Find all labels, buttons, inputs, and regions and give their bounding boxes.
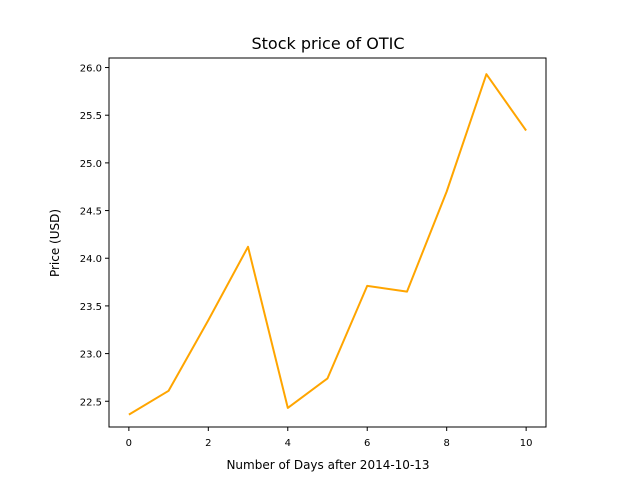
x-tick-label: 6 [364,438,370,449]
y-tick-label: 22.5 [80,397,102,408]
plot-area [128,73,527,416]
y-tick-label: 25.0 [80,159,102,170]
y-axis-label: Price (USD) [48,209,62,277]
y-tick-label: 23.5 [80,302,102,313]
plot-frame [108,57,547,428]
x-axis-label: Number of Days after 2014-10-13 [226,458,429,472]
y-tick-label: 24.0 [80,254,102,265]
y-tick-label: 26.0 [80,64,102,75]
y-tick-label: 24.5 [80,207,102,218]
y-tick-label: 25.5 [80,111,102,122]
x-tick-label: 4 [285,438,291,449]
chart-title: Stock price of OTIC [251,34,404,53]
y-axis: 22.5 23.0 23.5 24.0 24.5 25.0 25.5 26.0 [80,64,109,408]
x-tick-label: 2 [205,438,211,449]
y-tick-label: 23.0 [80,350,102,361]
x-tick-label: 10 [520,438,533,449]
x-tick-label: 0 [126,438,132,449]
x-tick-label: 8 [443,438,449,449]
x-axis: 0 2 4 6 8 10 [126,427,533,449]
series-line-0 [128,73,527,416]
